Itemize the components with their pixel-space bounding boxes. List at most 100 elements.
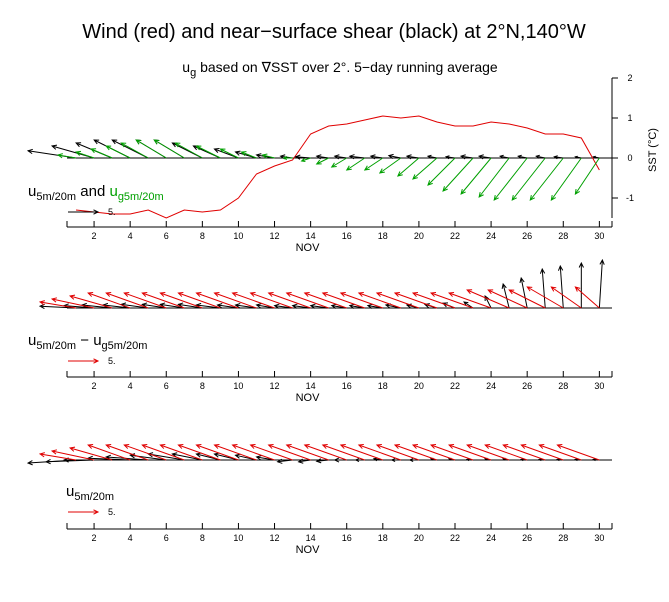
arrow: [38, 452, 77, 461]
arrow: [444, 155, 456, 160]
arrow: [267, 443, 311, 461]
arrow: [105, 145, 131, 159]
legend-part: u: [109, 183, 117, 200]
legend-part: −: [76, 332, 93, 349]
arrow: [397, 157, 420, 177]
x-axis-label: NOV: [296, 242, 321, 254]
x-tick-label: 12: [270, 533, 280, 543]
arrow: [123, 443, 167, 461]
x-tick-label: 8: [200, 381, 205, 391]
arrow: [369, 154, 383, 160]
arrow: [50, 297, 95, 309]
x-tick-label: 20: [414, 533, 424, 543]
arrow: [499, 154, 510, 159]
x-tick-label: 4: [128, 231, 133, 241]
arrow: [520, 443, 564, 461]
arrow: [105, 443, 149, 461]
x-axis-label: NOV: [296, 544, 321, 556]
arrow: [598, 258, 605, 309]
arrow: [592, 155, 600, 159]
arrow: [267, 291, 311, 309]
arrow: [429, 443, 474, 461]
arrow: [460, 157, 492, 195]
arrow: [153, 139, 185, 159]
arrow: [174, 142, 203, 159]
arrow: [102, 302, 131, 309]
x-tick-label: 2: [92, 381, 97, 391]
legend-part: 5m/20m: [36, 191, 76, 203]
arrow: [387, 153, 401, 159]
x-tick-label: 12: [270, 381, 280, 391]
arrow: [177, 291, 221, 309]
x-tick-label: 22: [450, 533, 460, 543]
arrow: [273, 303, 293, 309]
x-tick-label: 30: [594, 533, 604, 543]
arrow: [303, 443, 347, 461]
arrow: [159, 291, 203, 309]
arrow: [315, 154, 329, 160]
arrow: [213, 443, 257, 461]
arrow: [300, 157, 311, 162]
arrow: [556, 443, 600, 461]
arrow: [120, 142, 149, 159]
x-tick-label: 24: [486, 381, 496, 391]
arrow: [574, 286, 600, 309]
arrow: [550, 286, 582, 309]
x-tick-label: 16: [342, 533, 352, 543]
arrow: [231, 443, 275, 461]
legend: u5m/20m − ug5m/20m: [28, 332, 147, 352]
arrow: [429, 291, 474, 309]
x-tick-label: 6: [164, 231, 169, 241]
arrow: [442, 157, 474, 192]
arrow: [574, 157, 600, 195]
x-tick-label: 10: [233, 231, 243, 241]
subtitle-part: u: [182, 59, 190, 75]
x-tick-label: 24: [486, 231, 496, 241]
arrow: [393, 291, 438, 309]
arrow: [276, 458, 293, 464]
arrow: [69, 446, 113, 461]
legend: u5m/20m and ug5m/20m: [28, 183, 164, 203]
x-tick-label: 16: [342, 381, 352, 391]
x-tick-label: 10: [233, 533, 243, 543]
arrow: [448, 291, 492, 309]
arrow: [297, 458, 311, 464]
arrow: [508, 289, 546, 309]
arrow: [405, 154, 419, 160]
arrow: [255, 455, 275, 461]
arrow: [315, 157, 329, 165]
legend: u5m/20m: [66, 483, 114, 503]
arrow: [412, 157, 438, 180]
arrow: [240, 151, 257, 159]
arrow: [354, 457, 365, 463]
arrow: [390, 457, 401, 463]
arrow: [535, 154, 546, 159]
arrow: [411, 443, 456, 461]
arrow: [141, 291, 185, 309]
x-tick-label: 14: [306, 381, 316, 391]
arrow: [294, 154, 311, 160]
arrow: [529, 157, 564, 201]
arrow: [231, 291, 275, 309]
arrow: [538, 443, 582, 461]
arrow: [195, 291, 239, 309]
arrow: [171, 452, 203, 461]
arrow: [330, 157, 347, 168]
arrow: [321, 443, 365, 461]
arrow: [177, 443, 221, 461]
arrow: [578, 261, 584, 308]
arrow: [50, 449, 95, 461]
arrow: [261, 153, 275, 159]
subtitle: ug based on ∇SST over 2°. 5−day running …: [182, 59, 498, 79]
arrow: [74, 150, 95, 159]
arrow: [375, 443, 420, 461]
x-tick-label: 14: [306, 533, 316, 543]
x-axis-label: NOV: [296, 392, 321, 404]
arrow: [357, 443, 402, 461]
arrow: [285, 443, 329, 461]
arrow: [339, 443, 383, 461]
arrow: [177, 302, 203, 309]
arrow: [375, 291, 420, 309]
arrow: [427, 157, 456, 186]
